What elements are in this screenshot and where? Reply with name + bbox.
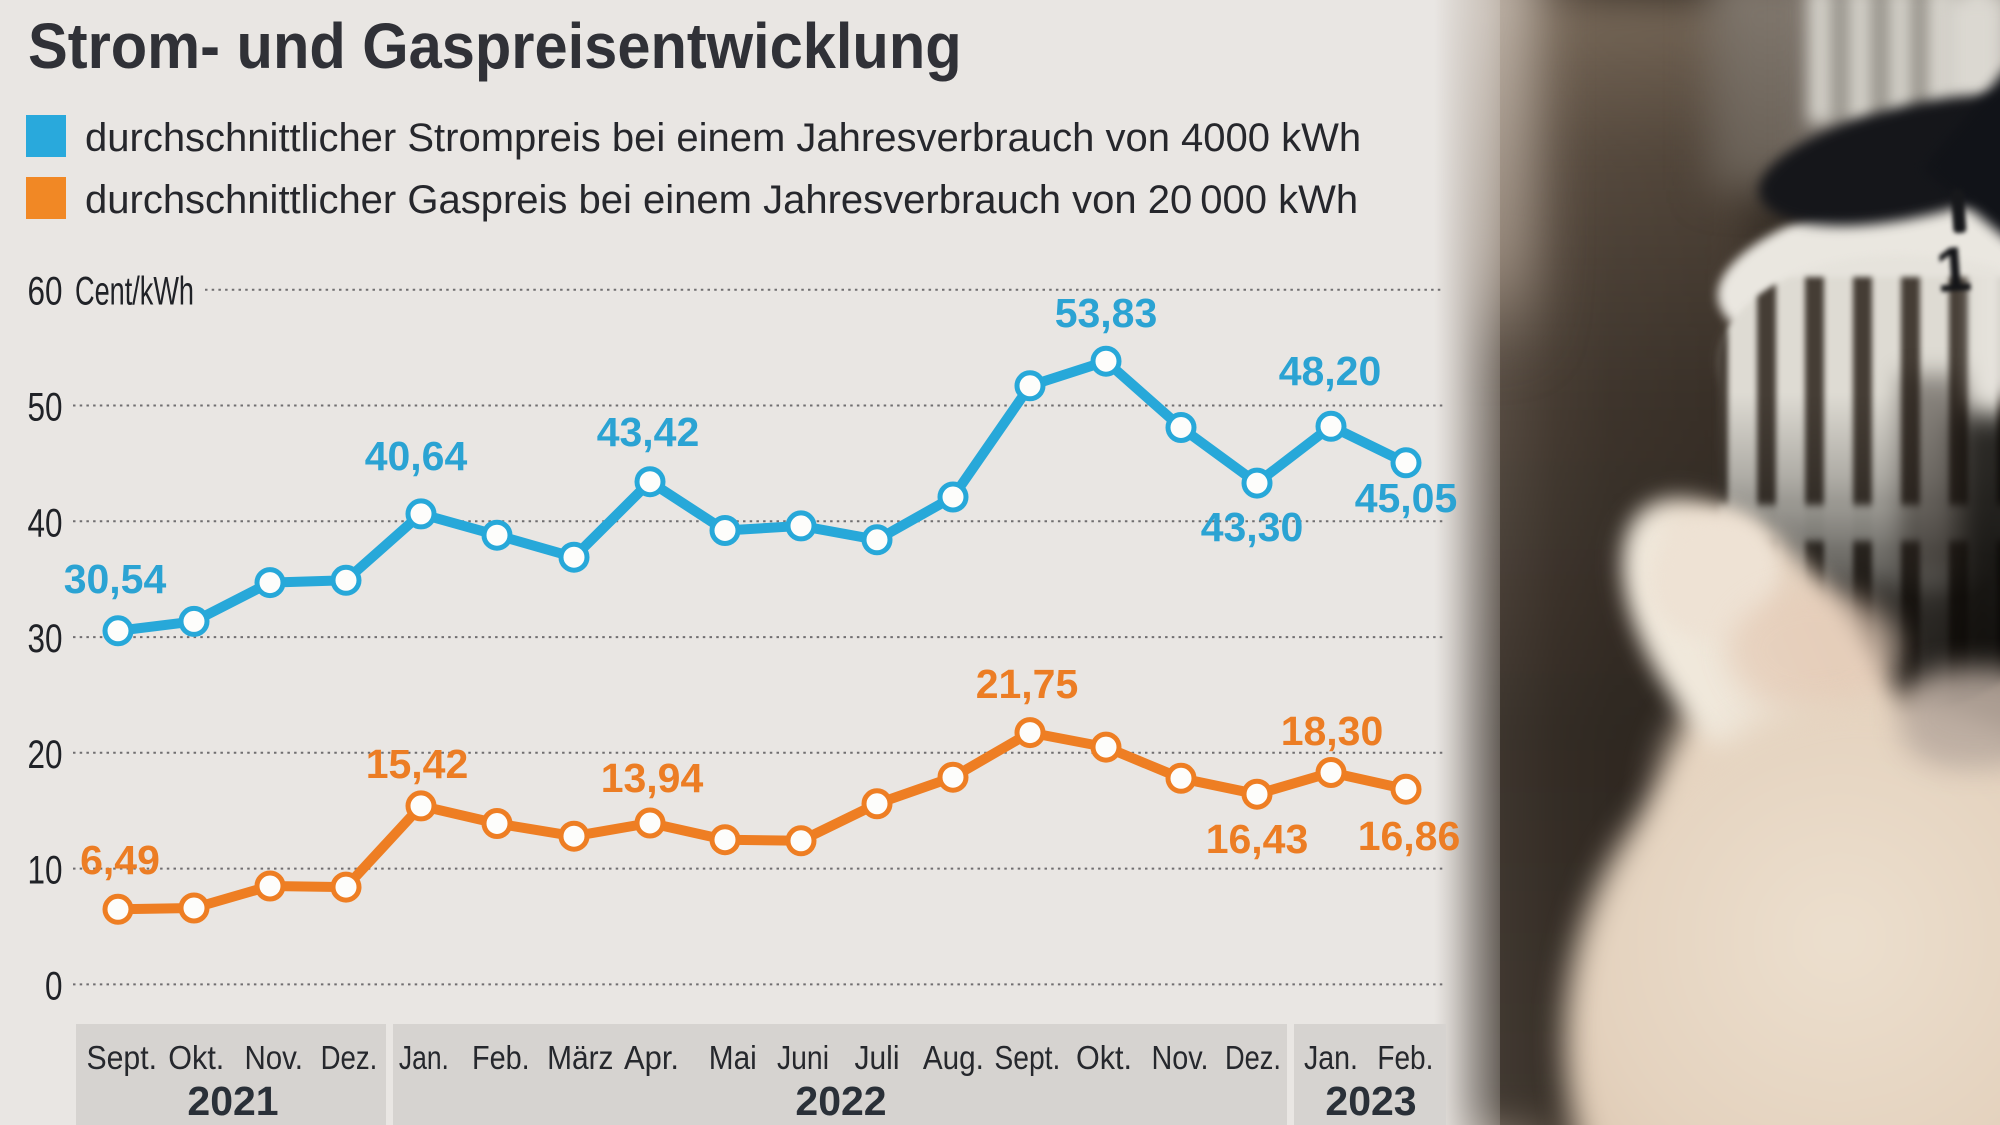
svg-text:Nov.: Nov.: [245, 1039, 303, 1076]
svg-text:Feb.: Feb.: [472, 1039, 530, 1076]
svg-text:2021: 2021: [187, 1078, 278, 1124]
svg-text:13,94: 13,94: [601, 755, 704, 801]
svg-text:Mai: Mai: [709, 1039, 757, 1076]
svg-text:Jan.: Jan.: [1304, 1039, 1358, 1076]
svg-text:Okt.: Okt.: [168, 1039, 224, 1076]
svg-text:18,30: 18,30: [1281, 708, 1384, 754]
svg-text:2023: 2023: [1325, 1078, 1416, 1124]
svg-text:Dez.: Dez.: [1225, 1039, 1281, 1076]
svg-text:40,64: 40,64: [365, 433, 468, 479]
svg-text:43,30: 43,30: [1201, 504, 1304, 550]
svg-text:30,54: 30,54: [64, 556, 167, 602]
svg-text:50: 50: [28, 386, 63, 430]
svg-text:0: 0: [45, 964, 63, 1008]
svg-text:10: 10: [28, 849, 63, 893]
svg-text:40: 40: [28, 501, 63, 545]
svg-text:Sept.: Sept.: [87, 1039, 158, 1076]
svg-text:Juli: Juli: [855, 1039, 900, 1076]
svg-text:16,86: 16,86: [1358, 813, 1461, 859]
svg-text:Aug.: Aug.: [923, 1039, 984, 1076]
svg-text:6,49: 6,49: [80, 837, 160, 883]
svg-text:48,20: 48,20: [1279, 348, 1382, 394]
svg-text:Apr.: Apr.: [624, 1039, 679, 1076]
svg-text:Cent/kWh: Cent/kWh: [75, 270, 194, 314]
svg-text:20: 20: [28, 733, 63, 777]
svg-text:60: 60: [28, 270, 63, 314]
svg-text:16,43: 16,43: [1206, 816, 1309, 862]
svg-text:45,05: 45,05: [1355, 475, 1458, 521]
svg-text:15,42: 15,42: [366, 741, 469, 787]
svg-text:21,75: 21,75: [976, 661, 1079, 707]
svg-text:Nov.: Nov.: [1152, 1039, 1209, 1076]
svg-text:30: 30: [28, 617, 63, 661]
svg-text:Dez.: Dez.: [321, 1039, 378, 1076]
svg-text:43,42: 43,42: [597, 409, 700, 455]
svg-text:März: März: [547, 1039, 613, 1076]
svg-text:Jan.: Jan.: [399, 1039, 449, 1076]
svg-text:Sept.: Sept.: [994, 1039, 1060, 1076]
svg-text:Okt.: Okt.: [1076, 1039, 1132, 1076]
svg-text:Juni: Juni: [777, 1039, 829, 1076]
svg-text:Feb.: Feb.: [1377, 1039, 1433, 1076]
svg-text:53,83: 53,83: [1055, 290, 1158, 336]
svg-text:2022: 2022: [795, 1078, 886, 1124]
